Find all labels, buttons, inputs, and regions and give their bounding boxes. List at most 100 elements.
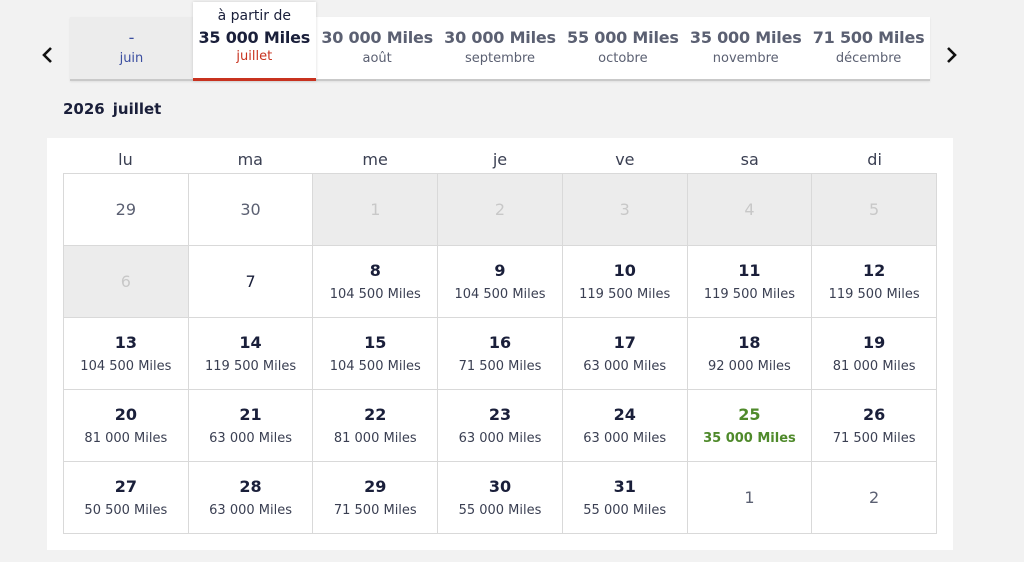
day-miles-price: 71 500 Miles bbox=[333, 503, 417, 518]
month-name: juin bbox=[119, 51, 144, 66]
calendar-day[interactable]: 22 81 000 Miles bbox=[313, 390, 439, 462]
day-number: 30 bbox=[240, 200, 261, 219]
month-tab-aout[interactable]: 30 000 Miles août bbox=[316, 17, 439, 79]
month-price: 35 000 Miles bbox=[689, 28, 802, 47]
day-miles-price: 50 500 Miles bbox=[84, 503, 168, 518]
month-tab-juillet[interactable]: à partir de 35 000 Miles juillet bbox=[192, 2, 316, 81]
day-miles-price: 71 500 Miles bbox=[832, 431, 916, 446]
calendar-day[interactable]: 9 104 500 Miles bbox=[438, 246, 563, 318]
day-number: 29 bbox=[115, 200, 137, 219]
month-name: septembre bbox=[464, 51, 536, 66]
calendar-day[interactable]: 16 71 500 Miles bbox=[438, 318, 563, 390]
day-number: 30 bbox=[488, 477, 512, 496]
weekday-label: me bbox=[362, 150, 388, 169]
calendar-day: 3 bbox=[562, 174, 688, 246]
calendar-day[interactable]: 24 63 000 Miles bbox=[562, 390, 688, 462]
day-miles-price: 119 500 Miles bbox=[828, 287, 920, 302]
day-miles-price: 63 000 Miles bbox=[209, 503, 292, 518]
calendar-day[interactable]: 11 119 500 Miles bbox=[687, 246, 813, 318]
prev-month-button[interactable] bbox=[36, 40, 58, 70]
month-name: décembre bbox=[835, 51, 902, 66]
calendar-day[interactable]: 29 71 500 Miles bbox=[313, 462, 439, 534]
month-name: juillet bbox=[236, 49, 273, 64]
month-price: - bbox=[128, 28, 135, 47]
day-number: 31 bbox=[613, 477, 636, 496]
calendar-day: 30 bbox=[188, 174, 314, 246]
day-number: 28 bbox=[239, 477, 262, 496]
calendar-day: 29 bbox=[64, 174, 189, 246]
month-selector: - juin à partir de 35 000 Miles juillet … bbox=[70, 2, 930, 81]
day-number: 6 bbox=[120, 272, 131, 291]
day-number: 1 bbox=[370, 200, 381, 219]
day-number: 17 bbox=[613, 333, 636, 352]
calendar-day[interactable]: 23 63 000 Miles bbox=[438, 390, 563, 462]
weekday-label: ma bbox=[237, 150, 263, 169]
next-month-button[interactable] bbox=[941, 40, 963, 70]
day-number: 27 bbox=[114, 477, 137, 496]
weekday-label: ve bbox=[615, 150, 635, 169]
day-number: 18 bbox=[738, 333, 761, 352]
calendar-day: 4 bbox=[687, 174, 813, 246]
day-number: 10 bbox=[613, 261, 636, 280]
calendar-day[interactable]: 19 81 000 Miles bbox=[812, 318, 937, 390]
day-miles-price: 119 500 Miles bbox=[205, 359, 297, 374]
calendar-day: 7 bbox=[188, 246, 314, 318]
calendar-day[interactable]: 26 71 500 Miles bbox=[812, 390, 937, 462]
month-tab-septembre[interactable]: 30 000 Miles septembre bbox=[439, 17, 562, 79]
calendar-day: 1 bbox=[687, 462, 813, 534]
day-number: 2 bbox=[869, 488, 880, 507]
day-miles-price: 81 000 Miles bbox=[84, 431, 168, 446]
calendar-day[interactable]: 25 35 000 Miles bbox=[687, 390, 813, 462]
day-number: 4 bbox=[744, 200, 755, 219]
calendar: lu ma me je ve sa di 29 30 1 2 3 4 5 6 7 8 104 500… bbox=[47, 138, 953, 550]
calendar-day[interactable]: 20 81 000 Miles bbox=[64, 390, 189, 462]
calendar-day: 5 bbox=[812, 174, 937, 246]
month-price: 71 500 Miles bbox=[812, 28, 925, 47]
calendar-day[interactable]: 30 55 000 Miles bbox=[438, 462, 563, 534]
calendar-day[interactable]: 14 119 500 Miles bbox=[188, 318, 314, 390]
day-number: 24 bbox=[613, 405, 636, 424]
calendar-day[interactable]: 27 50 500 Miles bbox=[64, 462, 189, 534]
day-miles-price: 104 500 Miles bbox=[329, 359, 421, 374]
calendar-day: 1 bbox=[313, 174, 439, 246]
calendar-day[interactable]: 17 63 000 Miles bbox=[562, 318, 688, 390]
calendar-day[interactable]: 8 104 500 Miles bbox=[313, 246, 439, 318]
chevron-right-icon bbox=[947, 47, 957, 63]
month-tab-octobre[interactable]: 55 000 Miles octobre bbox=[561, 17, 684, 79]
calendar-day: 2 bbox=[438, 174, 563, 246]
day-miles-price: 104 500 Miles bbox=[454, 287, 546, 302]
calendar-year: 2026 bbox=[63, 100, 105, 118]
calendar-day[interactable]: 12 119 500 Miles bbox=[812, 246, 937, 318]
calendar-day[interactable]: 31 55 000 Miles bbox=[562, 462, 688, 534]
weekday-label: sa bbox=[740, 150, 759, 169]
day-number: 7 bbox=[245, 272, 256, 291]
weekday-label: je bbox=[492, 150, 508, 169]
calendar-day[interactable]: 13 104 500 Miles bbox=[64, 318, 189, 390]
day-number: 3 bbox=[619, 200, 630, 219]
day-number: 21 bbox=[239, 405, 262, 424]
day-number: 26 bbox=[863, 405, 886, 424]
day-number: 14 bbox=[239, 333, 262, 352]
day-number: 20 bbox=[114, 405, 137, 424]
day-miles-price: 104 500 Miles bbox=[329, 287, 421, 302]
calendar-grid: 29 30 1 2 3 4 5 6 7 8 104 500 Miles 9 104 500 Miles 1… bbox=[63, 173, 937, 534]
day-number: 1 bbox=[744, 488, 755, 507]
weekday-label: di bbox=[867, 150, 882, 169]
calendar-day[interactable]: 10 119 500 Miles bbox=[562, 246, 688, 318]
calendar-day[interactable]: 28 63 000 Miles bbox=[188, 462, 314, 534]
calendar-month: juillet bbox=[112, 100, 162, 118]
day-number: 15 bbox=[364, 333, 387, 352]
calendar-day[interactable]: 15 104 500 Miles bbox=[313, 318, 439, 390]
month-tab-decembre[interactable]: 71 500 Miles décembre bbox=[807, 17, 930, 79]
day-miles-price: 55 000 Miles bbox=[583, 503, 667, 518]
calendar-day[interactable]: 18 92 000 Miles bbox=[687, 318, 813, 390]
day-number: 22 bbox=[364, 405, 387, 424]
day-number: 9 bbox=[494, 261, 506, 280]
day-number: 19 bbox=[863, 333, 886, 352]
month-tab-novembre[interactable]: 35 000 Miles novembre bbox=[684, 17, 807, 79]
day-miles-price: 119 500 Miles bbox=[579, 287, 671, 302]
day-miles-price: 81 000 Miles bbox=[333, 431, 417, 446]
calendar-day[interactable]: 21 63 000 Miles bbox=[188, 390, 314, 462]
day-number: 29 bbox=[364, 477, 387, 496]
month-tab-juin[interactable]: - juin bbox=[70, 17, 193, 79]
